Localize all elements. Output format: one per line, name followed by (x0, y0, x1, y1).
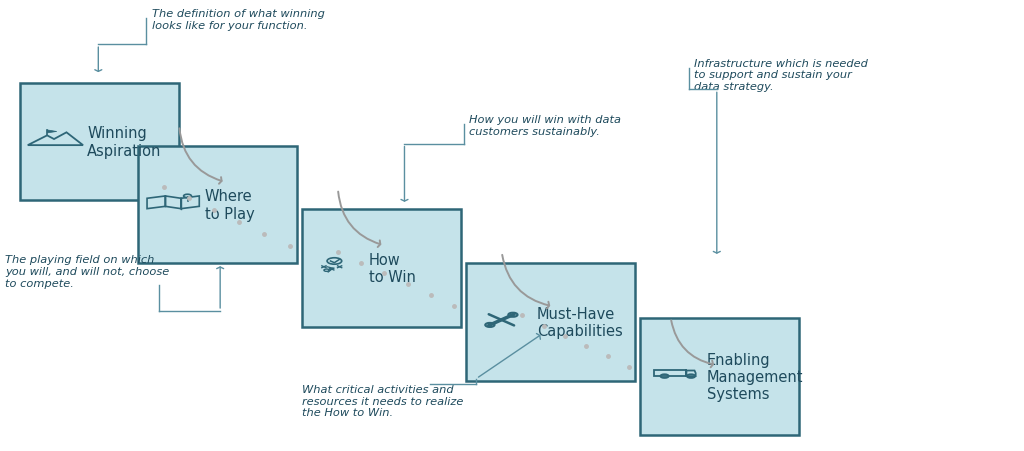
Text: The definition of what winning
looks like for your function.: The definition of what winning looks lik… (152, 9, 325, 31)
Text: Winning
Aspiration: Winning Aspiration (87, 126, 162, 158)
FancyBboxPatch shape (138, 147, 297, 264)
FancyBboxPatch shape (640, 318, 799, 435)
Text: Where
to Play: Where to Play (205, 189, 255, 221)
Text: Must-Have
Capabilities: Must-Have Capabilities (537, 306, 623, 339)
Text: Enabling
Management
Systems: Enabling Management Systems (707, 352, 803, 401)
Text: Infrastructure which is needed
to support and sustain your
data strategy.: Infrastructure which is needed to suppor… (694, 59, 868, 92)
Text: How you will win with data
customers sustainably.: How you will win with data customers sus… (469, 115, 621, 137)
Text: What critical activities and
resources it needs to realize
the How to Win.: What critical activities and resources i… (302, 384, 464, 417)
Text: How
to Win: How to Win (369, 252, 416, 285)
Text: The playing field on which
you will, and will not, choose
to compete.: The playing field on which you will, and… (5, 255, 169, 288)
FancyBboxPatch shape (20, 83, 179, 201)
Polygon shape (47, 131, 56, 133)
FancyBboxPatch shape (302, 210, 461, 327)
FancyBboxPatch shape (466, 264, 635, 381)
